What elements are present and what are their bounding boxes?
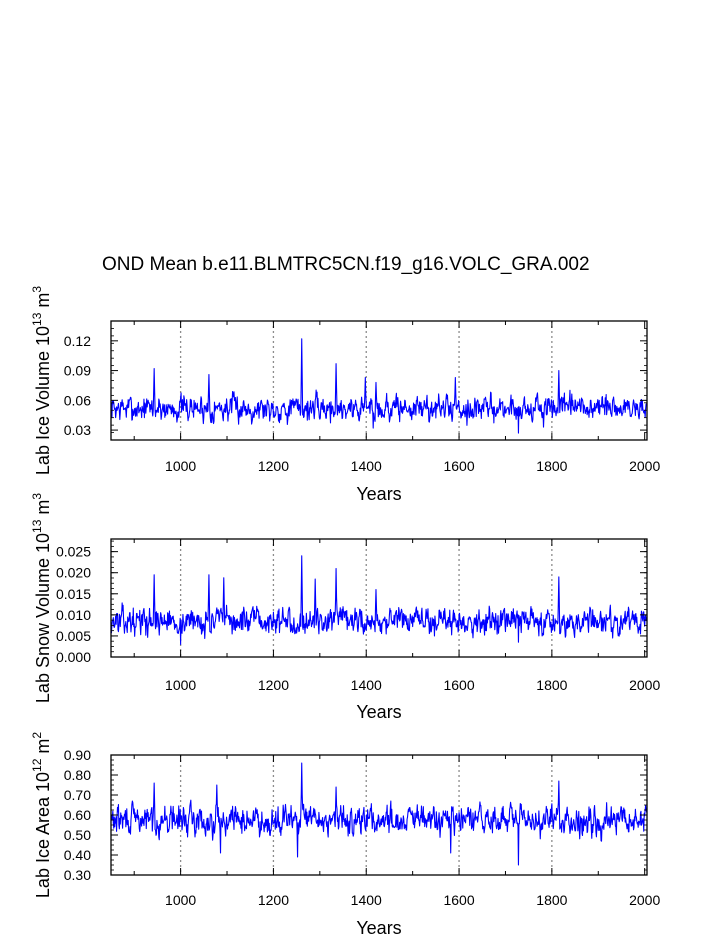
panels: 1000 1200 1400 1600 1800 2000 0.03 0.06 0.09 0.12…: [30, 286, 660, 935]
x-tick-label: 1600: [443, 458, 474, 474]
x-tick-label: 2000: [629, 677, 660, 693]
y-tick-label: 0.015: [56, 586, 91, 602]
y-tick-label: 0.30: [64, 867, 91, 883]
x-tick-label: 1000: [165, 677, 196, 693]
y-tick-label: 0.80: [64, 767, 91, 783]
panel-1: 1000 1200 1400 1600 1800 2000 0.03 0.06 0.09 0.12…: [30, 286, 660, 504]
x-tick-label: 1200: [258, 458, 289, 474]
y-tick-label: 0.010: [56, 607, 91, 623]
y-axis-label: Lab Snow Volume 1013 m3: [30, 493, 53, 703]
panel-2: 1000 1200 1400 1600 1800 2000 0.000 0.005 0.010 0…: [30, 493, 660, 722]
series-line: [110, 762, 648, 866]
series-line: [110, 338, 648, 434]
x-tick-label: 2000: [629, 458, 660, 474]
x-axis-label: Years: [356, 918, 401, 935]
y-tick-label: 0.90: [64, 747, 91, 763]
y-tick-label: 0.020: [56, 565, 91, 581]
y-tick-label: 0.50: [64, 827, 91, 843]
y-tick-label: 0.40: [64, 847, 91, 863]
plot-frame: [110, 538, 648, 658]
x-tick-label: 1000: [165, 892, 196, 908]
y-tick-label: 0.70: [64, 787, 91, 803]
x-tick-label: 1400: [351, 458, 382, 474]
x-tick-label: 1400: [351, 892, 382, 908]
y-tick-label: 0.06: [64, 392, 91, 408]
x-tick-label: 1800: [536, 892, 567, 908]
x-tick-label: 1600: [443, 892, 474, 908]
x-tick-label: 1200: [258, 677, 289, 693]
x-tick-label: 1800: [536, 458, 567, 474]
x-tick-label: 1600: [443, 677, 474, 693]
y-tick-label: 0.025: [56, 544, 91, 560]
y-tick-label: 0.03: [64, 422, 91, 438]
y-tick-label: 0.60: [64, 807, 91, 823]
y-tick-label: 0.000: [56, 649, 91, 665]
y-tick-label: 0.12: [64, 333, 91, 349]
series-line: [110, 555, 648, 645]
x-axis-label: Years: [356, 484, 401, 504]
chart-title: OND Mean b.e11.BLMTRC5CN.f19_g16.VOLC_GR…: [102, 254, 590, 275]
x-tick-label: 1000: [165, 458, 196, 474]
y-tick-label: 0.09: [64, 363, 91, 379]
plot-frame: [110, 320, 648, 441]
x-tick-label: 1800: [536, 677, 567, 693]
x-axis-label: Years: [356, 702, 401, 722]
panel-3: 1000 1200 1400 1600 1800 2000 0.30 0.40 0.50 0.60…: [30, 732, 660, 935]
x-tick-label: 1200: [258, 892, 289, 908]
y-axis-label: Lab Ice Area 1012 m2: [30, 732, 53, 898]
x-tick-label: 1400: [351, 677, 382, 693]
y-axis-label: Lab Ice Volume 1013 m3: [30, 286, 53, 475]
x-tick-label: 2000: [629, 892, 660, 908]
y-tick-label: 0.005: [56, 628, 91, 644]
